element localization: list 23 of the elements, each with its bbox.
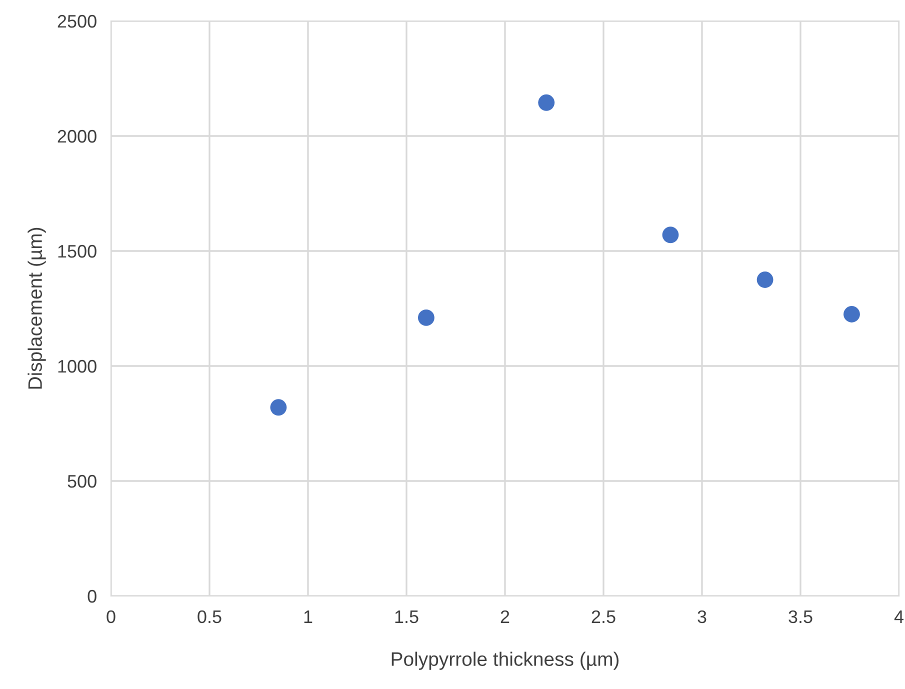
x-tick-label: 0 <box>106 610 116 624</box>
x-tick-label: 1 <box>304 610 312 623</box>
point <box>538 94 555 111</box>
x-tick-label: 3.5 <box>788 610 812 624</box>
x-axis-title: Polypyrrole thickness (µm) <box>392 652 619 670</box>
y-axis-title: Displacement (µm) <box>28 228 46 389</box>
y-tick-label: 2000 <box>58 130 96 143</box>
x-tick-label: 2 <box>500 610 510 623</box>
y-tick-label: 500 <box>68 474 96 488</box>
x-tick-label: 2.5 <box>592 610 616 624</box>
x-tick-label: 3 <box>698 610 706 624</box>
x-tick-label: 0.5 <box>198 610 222 624</box>
point <box>756 272 774 288</box>
y-tick-label: 1500 <box>58 244 96 258</box>
point <box>418 309 434 326</box>
point <box>270 399 287 416</box>
y-tick-label: 0 <box>88 590 96 603</box>
x-tick-label: 4 <box>894 610 904 623</box>
point <box>844 306 860 322</box>
y-tick-label: 2500 <box>58 14 96 28</box>
x-tick-label: 1.5 <box>395 610 418 624</box>
y-tick-label: 1000 <box>58 360 96 373</box>
point <box>662 226 679 244</box>
